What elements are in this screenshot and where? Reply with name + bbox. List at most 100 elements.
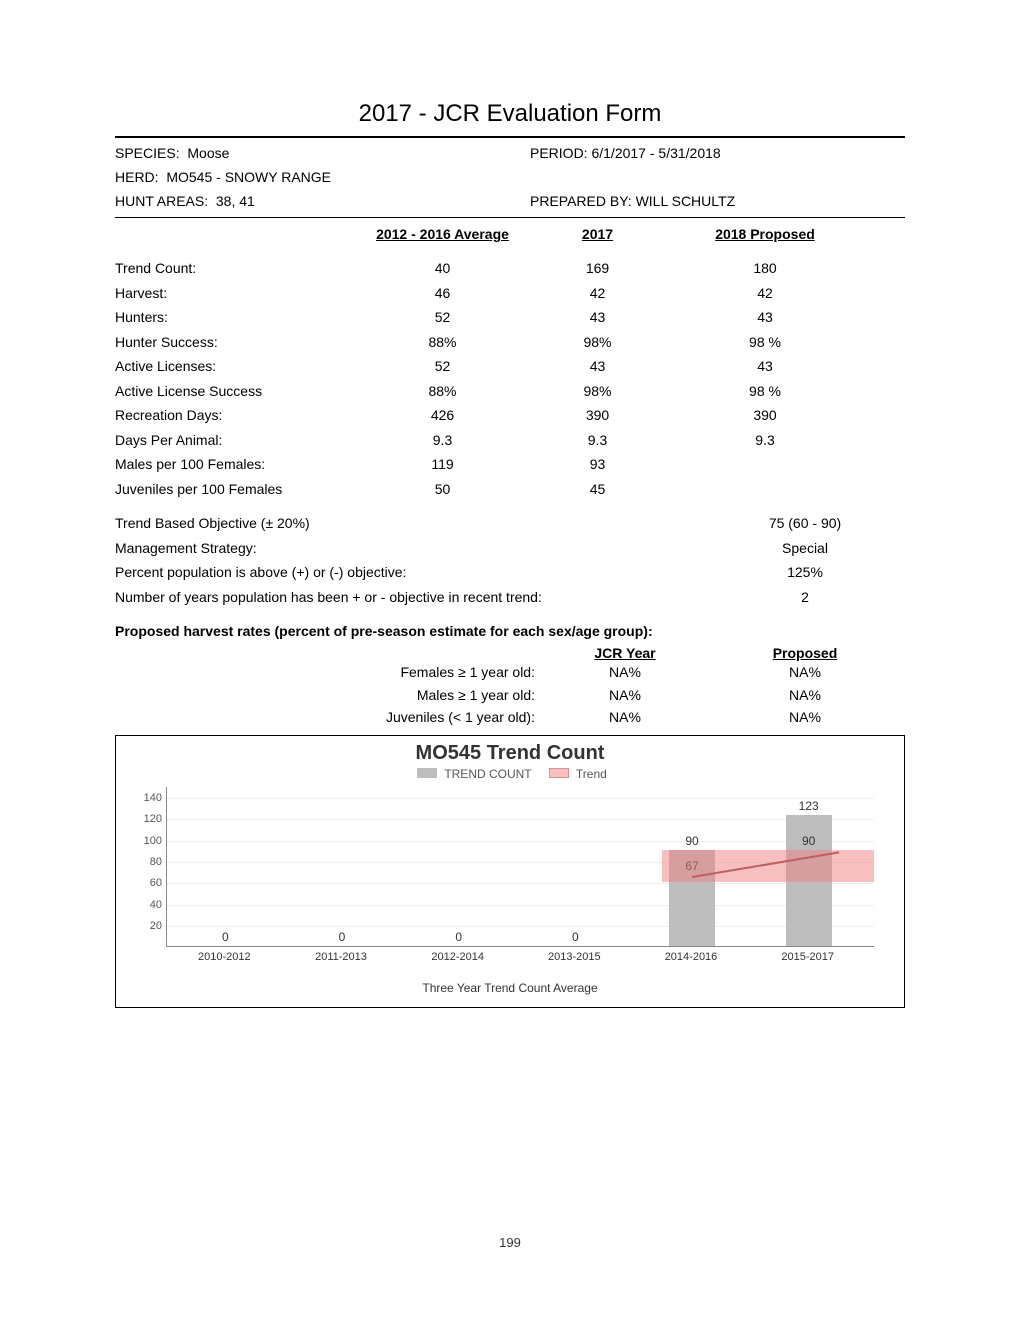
table-row: Juveniles per 100 Females5045: [115, 477, 905, 502]
row-val-b: 169: [530, 256, 665, 281]
row-val-c: 43: [665, 305, 865, 330]
row-val-c: 98 %: [665, 330, 865, 355]
table-row: Recreation Days:426390390: [115, 403, 905, 428]
legend-swatch-bar: [417, 767, 437, 781]
row-val-c: 9.3: [665, 428, 865, 453]
page-title: 2017 - JCR Evaluation Form: [115, 100, 905, 128]
row-val-a: 119: [355, 452, 530, 477]
row-val-a: 88%: [355, 379, 530, 404]
rates-title: Proposed harvest rates (percent of pre-s…: [115, 623, 905, 639]
y-tick-label: 20: [150, 920, 162, 932]
y-tick-label: 60: [150, 877, 162, 889]
species-label: SPECIES:: [115, 145, 180, 161]
summary-row: Management Strategy:Special: [115, 536, 905, 561]
herd-label: HERD:: [115, 169, 159, 185]
row-val-a: 46: [355, 281, 530, 306]
rates-val-b: NA%: [705, 661, 905, 683]
summary-val: 125%: [705, 560, 905, 585]
table-row: Days Per Animal:9.39.39.3: [115, 428, 905, 453]
x-axis-labels: 2010-20122011-20132012-20142013-20152014…: [166, 951, 874, 965]
period-line: PERIOD: 6/1/2017 - 5/31/2018: [490, 142, 905, 166]
row-val-c: 43: [665, 354, 865, 379]
col-c-header: 2018 Proposed: [665, 226, 865, 242]
period-value: 6/1/2017 - 5/31/2018: [591, 145, 720, 161]
row-label: Harvest:: [115, 281, 355, 306]
row-label: Recreation Days:: [115, 403, 355, 428]
summary-row: Percent population is above (+) or (-) o…: [115, 560, 905, 585]
chart-legend: TREND COUNT Trend: [126, 767, 894, 782]
col-a-header: 2012 - 2016 Average: [355, 226, 530, 242]
rates-val-b: NA%: [705, 706, 905, 728]
y-axis: 20406080100120140: [132, 787, 162, 947]
hunt-value: 38, 41: [216, 193, 255, 209]
summary-val: Special: [705, 536, 905, 561]
row-val-c: 42: [665, 281, 865, 306]
columns-header: 2012 - 2016 Average 2017 2018 Proposed: [115, 226, 905, 242]
herd-line: HERD: MO545 - SNOWY RANGE: [115, 166, 490, 190]
row-label: Hunters:: [115, 305, 355, 330]
summary-label: Percent population is above (+) or (-) o…: [115, 560, 705, 585]
chart-plot-area: 20406080100120140 0000906712390 2010-201…: [166, 787, 874, 977]
herd-value: MO545 - SNOWY RANGE: [166, 169, 331, 185]
rates-col-a: JCR Year: [545, 645, 705, 661]
chart-container: MO545 Trend Count TREND COUNT Trend 20 40…: [115, 735, 905, 1009]
rates-label: Females ≥ 1 year old:: [115, 661, 545, 683]
rates-header: JCR Year Proposed: [115, 645, 905, 661]
legend-b-label: Trend: [576, 767, 607, 781]
summary-val: 2: [705, 585, 905, 610]
page-number: 199: [0, 1235, 1020, 1250]
legend-a-label: TREND COUNT: [444, 767, 531, 781]
rates-row: Juveniles (< 1 year old):NA%NA%: [115, 706, 905, 728]
y-tick-label: 140: [144, 792, 162, 804]
row-label: Juveniles per 100 Females: [115, 477, 355, 502]
rates-val-a: NA%: [545, 706, 705, 728]
row-val-a: 88%: [355, 330, 530, 355]
row-label: Males per 100 Females:: [115, 452, 355, 477]
row-val-c: 98 %: [665, 379, 865, 404]
hunt-label: HUNT AREAS:: [115, 193, 208, 209]
x-tick-label: 2013-2015: [534, 951, 614, 963]
species-line: SPECIES: Moose: [115, 142, 490, 166]
y-tick-label: 120: [144, 813, 162, 825]
period-label: PERIOD:: [530, 145, 588, 161]
divider: [115, 217, 905, 218]
y-tick-label: 40: [150, 899, 162, 911]
trend-value-label: 90: [779, 834, 839, 848]
bar-value-label: 90: [662, 834, 722, 848]
row-val-a: 9.3: [355, 428, 530, 453]
legend-swatch-trend: [549, 767, 569, 781]
col-b-header: 2017: [530, 226, 665, 242]
rates-label: Juveniles (< 1 year old):: [115, 706, 545, 728]
table-row: Active Licenses:524343: [115, 354, 905, 379]
prepared-value: WILL SCHULTZ: [636, 193, 736, 209]
rates-val-a: NA%: [545, 661, 705, 683]
row-val-c: 180: [665, 256, 865, 281]
row-val-a: 426: [355, 403, 530, 428]
row-val-b: 93: [530, 452, 665, 477]
plot: 0000906712390: [166, 787, 874, 947]
row-label: Hunter Success:: [115, 330, 355, 355]
bar-value-label: 0: [195, 930, 255, 944]
row-val-b: 43: [530, 305, 665, 330]
rates-val-a: NA%: [545, 684, 705, 706]
hunt-line: HUNT AREAS: 38, 41: [115, 190, 490, 214]
y-tick-label: 80: [150, 856, 162, 868]
prepared-label: PREPARED BY:: [530, 193, 632, 209]
species-value: Moose: [187, 145, 229, 161]
rates-row: Males ≥ 1 year old:NA%NA%: [115, 684, 905, 706]
row-val-b: 43: [530, 354, 665, 379]
x-tick-label: 2012-2014: [418, 951, 498, 963]
data-table: Trend Count:40169180Harvest:464242Hunter…: [115, 256, 905, 501]
header-block: SPECIES: Moose PERIOD: 6/1/2017 - 5/31/2…: [115, 138, 905, 217]
summary-label: Management Strategy:: [115, 536, 705, 561]
rates-row: Females ≥ 1 year old:NA%NA%: [115, 661, 905, 683]
rates-label: Males ≥ 1 year old:: [115, 684, 545, 706]
row-val-c: [665, 452, 865, 477]
bar-value-label: 123: [779, 799, 839, 813]
chart-title: MO545 Trend Count: [126, 742, 894, 765]
x-tick-label: 2010-2012: [184, 951, 264, 963]
summary-val: 75 (60 - 90): [705, 511, 905, 536]
x-axis-title: Three Year Trend Count Average: [126, 981, 894, 995]
rates-table: Females ≥ 1 year old:NA%NA%Males ≥ 1 yea…: [115, 661, 905, 728]
summary-row: Number of years population has been + or…: [115, 585, 905, 610]
